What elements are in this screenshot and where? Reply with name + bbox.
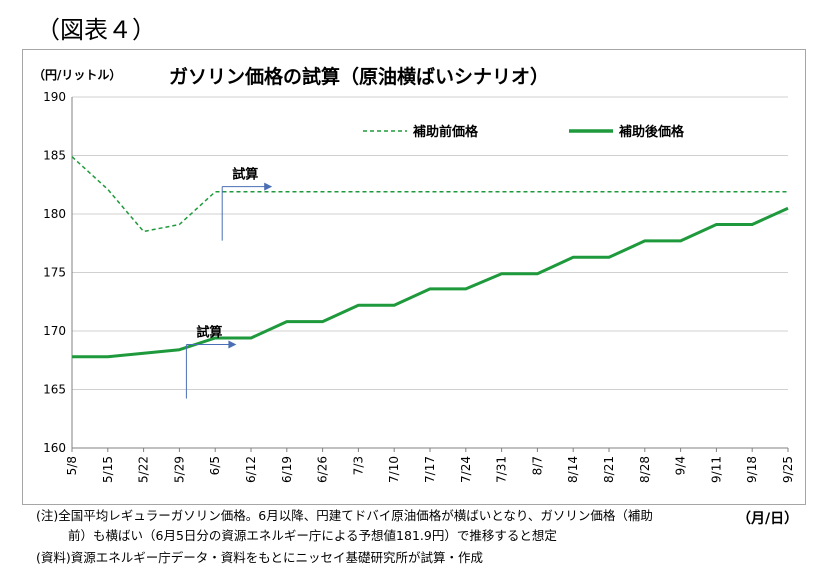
y-axis-label: （円/リットル）	[33, 67, 121, 82]
x-tick-labels: 5/8 5/15 5/22 5/29 6/5 6/12 6/19 6/26 7/3 7/10 7/1…	[65, 448, 795, 483]
x-tick-3: 5/29	[172, 456, 186, 483]
x-tick-19: 9/18	[745, 456, 759, 483]
x-tick-4: 6/5	[208, 456, 222, 475]
note-line-2: 前）も横ばい（6月5日分の資源エネルギー庁による予想値181.9円）で推移すると…	[68, 528, 557, 543]
x-tick-5: 6/12	[244, 456, 258, 483]
x-tick-9: 7/10	[387, 456, 401, 483]
y-tick-175: 175	[43, 266, 66, 280]
source-note: (資料)資源エネルギー庁データ・資料をもとにニッセイ基礎研究所が試算・作成	[36, 550, 484, 565]
x-tick-8: 7/3	[351, 456, 365, 475]
x-tick-17: 9/4	[674, 456, 688, 475]
x-axis-label: （月/日）	[737, 511, 799, 527]
x-tick-12: 7/31	[495, 456, 509, 483]
y-tick-170: 170	[43, 324, 66, 338]
annotation-label-1: 試算	[196, 325, 222, 341]
series-line-0	[71, 156, 788, 233]
chart-frame: ガソリン価格の試算（原油横ばいシナリオ） （円/リットル） 160 165 170 1…	[22, 49, 806, 505]
chart-title: ガソリン価格の試算（原油横ばいシナリオ）	[169, 65, 549, 88]
gridlines	[71, 96, 788, 449]
x-tick-7: 6/26	[316, 456, 330, 483]
x-tick-15: 8/21	[602, 456, 616, 483]
y-tick-165: 165	[43, 383, 66, 397]
x-tick-6: 6/19	[280, 456, 294, 483]
y-tick-180: 180	[43, 207, 66, 221]
x-tick-18: 9/11	[709, 456, 723, 483]
x-tick-10: 7/17	[423, 456, 437, 483]
y-tick-185: 185	[43, 149, 66, 163]
annotation-arrowhead-1	[228, 340, 237, 349]
y-tick-160: 160	[43, 441, 66, 455]
series-line-1	[72, 206, 789, 359]
annotation-label-0: 試算	[232, 167, 258, 183]
chart: ガソリン価格の試算（原油横ばいシナリオ） （円/リットル） 1601651701…	[33, 65, 795, 483]
figure-label: （図表４）	[36, 16, 156, 44]
x-tick-20: 9/25	[781, 456, 795, 483]
legend: 補助前価格 補助後価格	[363, 124, 685, 140]
x-tick-11: 7/24	[459, 456, 473, 483]
x-tick-0: 5/8	[65, 456, 79, 475]
x-tick-2: 5/22	[137, 456, 151, 483]
annotation-arrowhead-0	[264, 182, 273, 191]
x-tick-13: 8/7	[530, 456, 544, 475]
x-tick-14: 8/14	[566, 456, 580, 483]
y-tick-190: 190	[43, 90, 66, 104]
legend-label-post: 補助後価格	[618, 124, 685, 140]
x-tick-1: 5/15	[101, 456, 115, 483]
series-lines	[71, 156, 789, 359]
x-tick-16: 8/28	[638, 456, 652, 483]
note-line-1: (注)全国平均レギュラーガソリン価格。6月以降、円建てドバイ原油価格が横ばいとな…	[36, 508, 653, 523]
legend-label-pre: 補助前価格	[412, 124, 479, 140]
y-tick-labels: 160 165 170 175 180 185 190	[43, 90, 66, 455]
